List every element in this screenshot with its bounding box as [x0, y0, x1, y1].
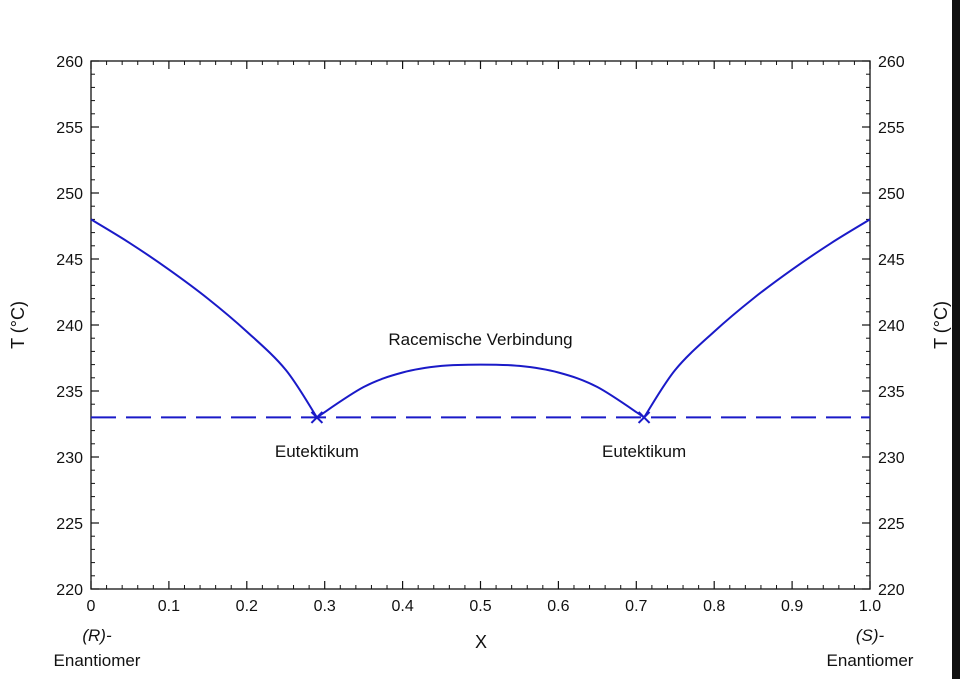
- annotation-label: Racemische Verbindung: [388, 330, 572, 349]
- marker-stroke: [310, 411, 324, 424]
- left-end-label-line2: Enantiomer: [54, 651, 141, 670]
- y-tick-label-right: 245: [878, 252, 905, 269]
- y-tick-label-right: 235: [878, 384, 905, 401]
- x-tick-label: 1.0: [859, 598, 881, 615]
- y-axis-title-left: T (°C): [8, 301, 28, 349]
- y-tick-label-right: 260: [878, 54, 905, 71]
- eutectic-marker: [637, 411, 651, 424]
- right-end-label-line1: (S)-: [856, 626, 885, 645]
- x-tick-label: 0.2: [236, 598, 258, 615]
- y-tick-label-left: 260: [56, 54, 83, 71]
- y-tick-labels-left: 220 225 230 235 240 245 250 255 260: [56, 54, 83, 599]
- major-ticks: [90, 60, 871, 590]
- y-tick-label-left: 240: [56, 318, 83, 335]
- x-tick-label: 0.5: [469, 598, 491, 615]
- y-axis-title-right: T (°C): [931, 301, 951, 349]
- y-tick-label-right: 225: [878, 516, 905, 533]
- x-tick-label: 0.1: [158, 598, 180, 615]
- right-border-bar: [952, 0, 960, 679]
- y-tick-label-left: 225: [56, 516, 83, 533]
- x-tick-label: 0: [87, 598, 96, 615]
- y-tick-label-right: 240: [878, 318, 905, 335]
- annotation-group: Racemische Verbindung Eutektikum Eutektiku…: [275, 330, 686, 461]
- y-tick-label-left: 235: [56, 384, 83, 401]
- y-tick-label-left: 245: [56, 252, 83, 269]
- x-tick-label: 0.4: [391, 598, 413, 615]
- y-tick-label-right: 255: [878, 120, 905, 137]
- x-axis-title: X: [475, 632, 487, 652]
- x-tick-label: 0.7: [625, 598, 647, 615]
- annotation-label: Eutektikum: [275, 442, 359, 461]
- plot-frame: [90, 60, 871, 590]
- y-tick-label-right: 250: [878, 186, 905, 203]
- y-tick-label-left: 250: [56, 186, 83, 203]
- y-tick-label-left: 230: [56, 450, 83, 467]
- annotation-label: Eutektikum: [602, 442, 686, 461]
- liquidus-curve-3: [643, 218, 871, 418]
- x-tick-label: 0.9: [781, 598, 803, 615]
- x-tick-labels: 0 0.1 0.2 0.3 0.4 0.5 0.6 0.7 0.8 0.9 1.0: [87, 598, 882, 615]
- x-tick-label: 0.8: [703, 598, 725, 615]
- liquidus-curve-2: [316, 363, 645, 419]
- x-tick-label: 0.6: [547, 598, 569, 615]
- right-end-label-line2: Enantiomer: [827, 651, 914, 670]
- minor-ticks: [91, 61, 870, 589]
- y-tick-label-left: 255: [56, 120, 83, 137]
- marker-group: [310, 411, 651, 424]
- x-tick-label: 0.3: [314, 598, 336, 615]
- y-tick-label-left: 220: [56, 582, 83, 599]
- marker-stroke: [637, 411, 651, 424]
- y-tick-label-right: 230: [878, 450, 905, 467]
- y-tick-label-right: 220: [878, 582, 905, 599]
- y-tick-labels-right: 220 225 230 235 240 245 250 255 260: [878, 54, 905, 599]
- series-group: [90, 218, 871, 419]
- eutectic-marker: [310, 411, 324, 424]
- left-end-label-line1: (R)-: [82, 626, 112, 645]
- liquidus-curve-1: [90, 218, 318, 418]
